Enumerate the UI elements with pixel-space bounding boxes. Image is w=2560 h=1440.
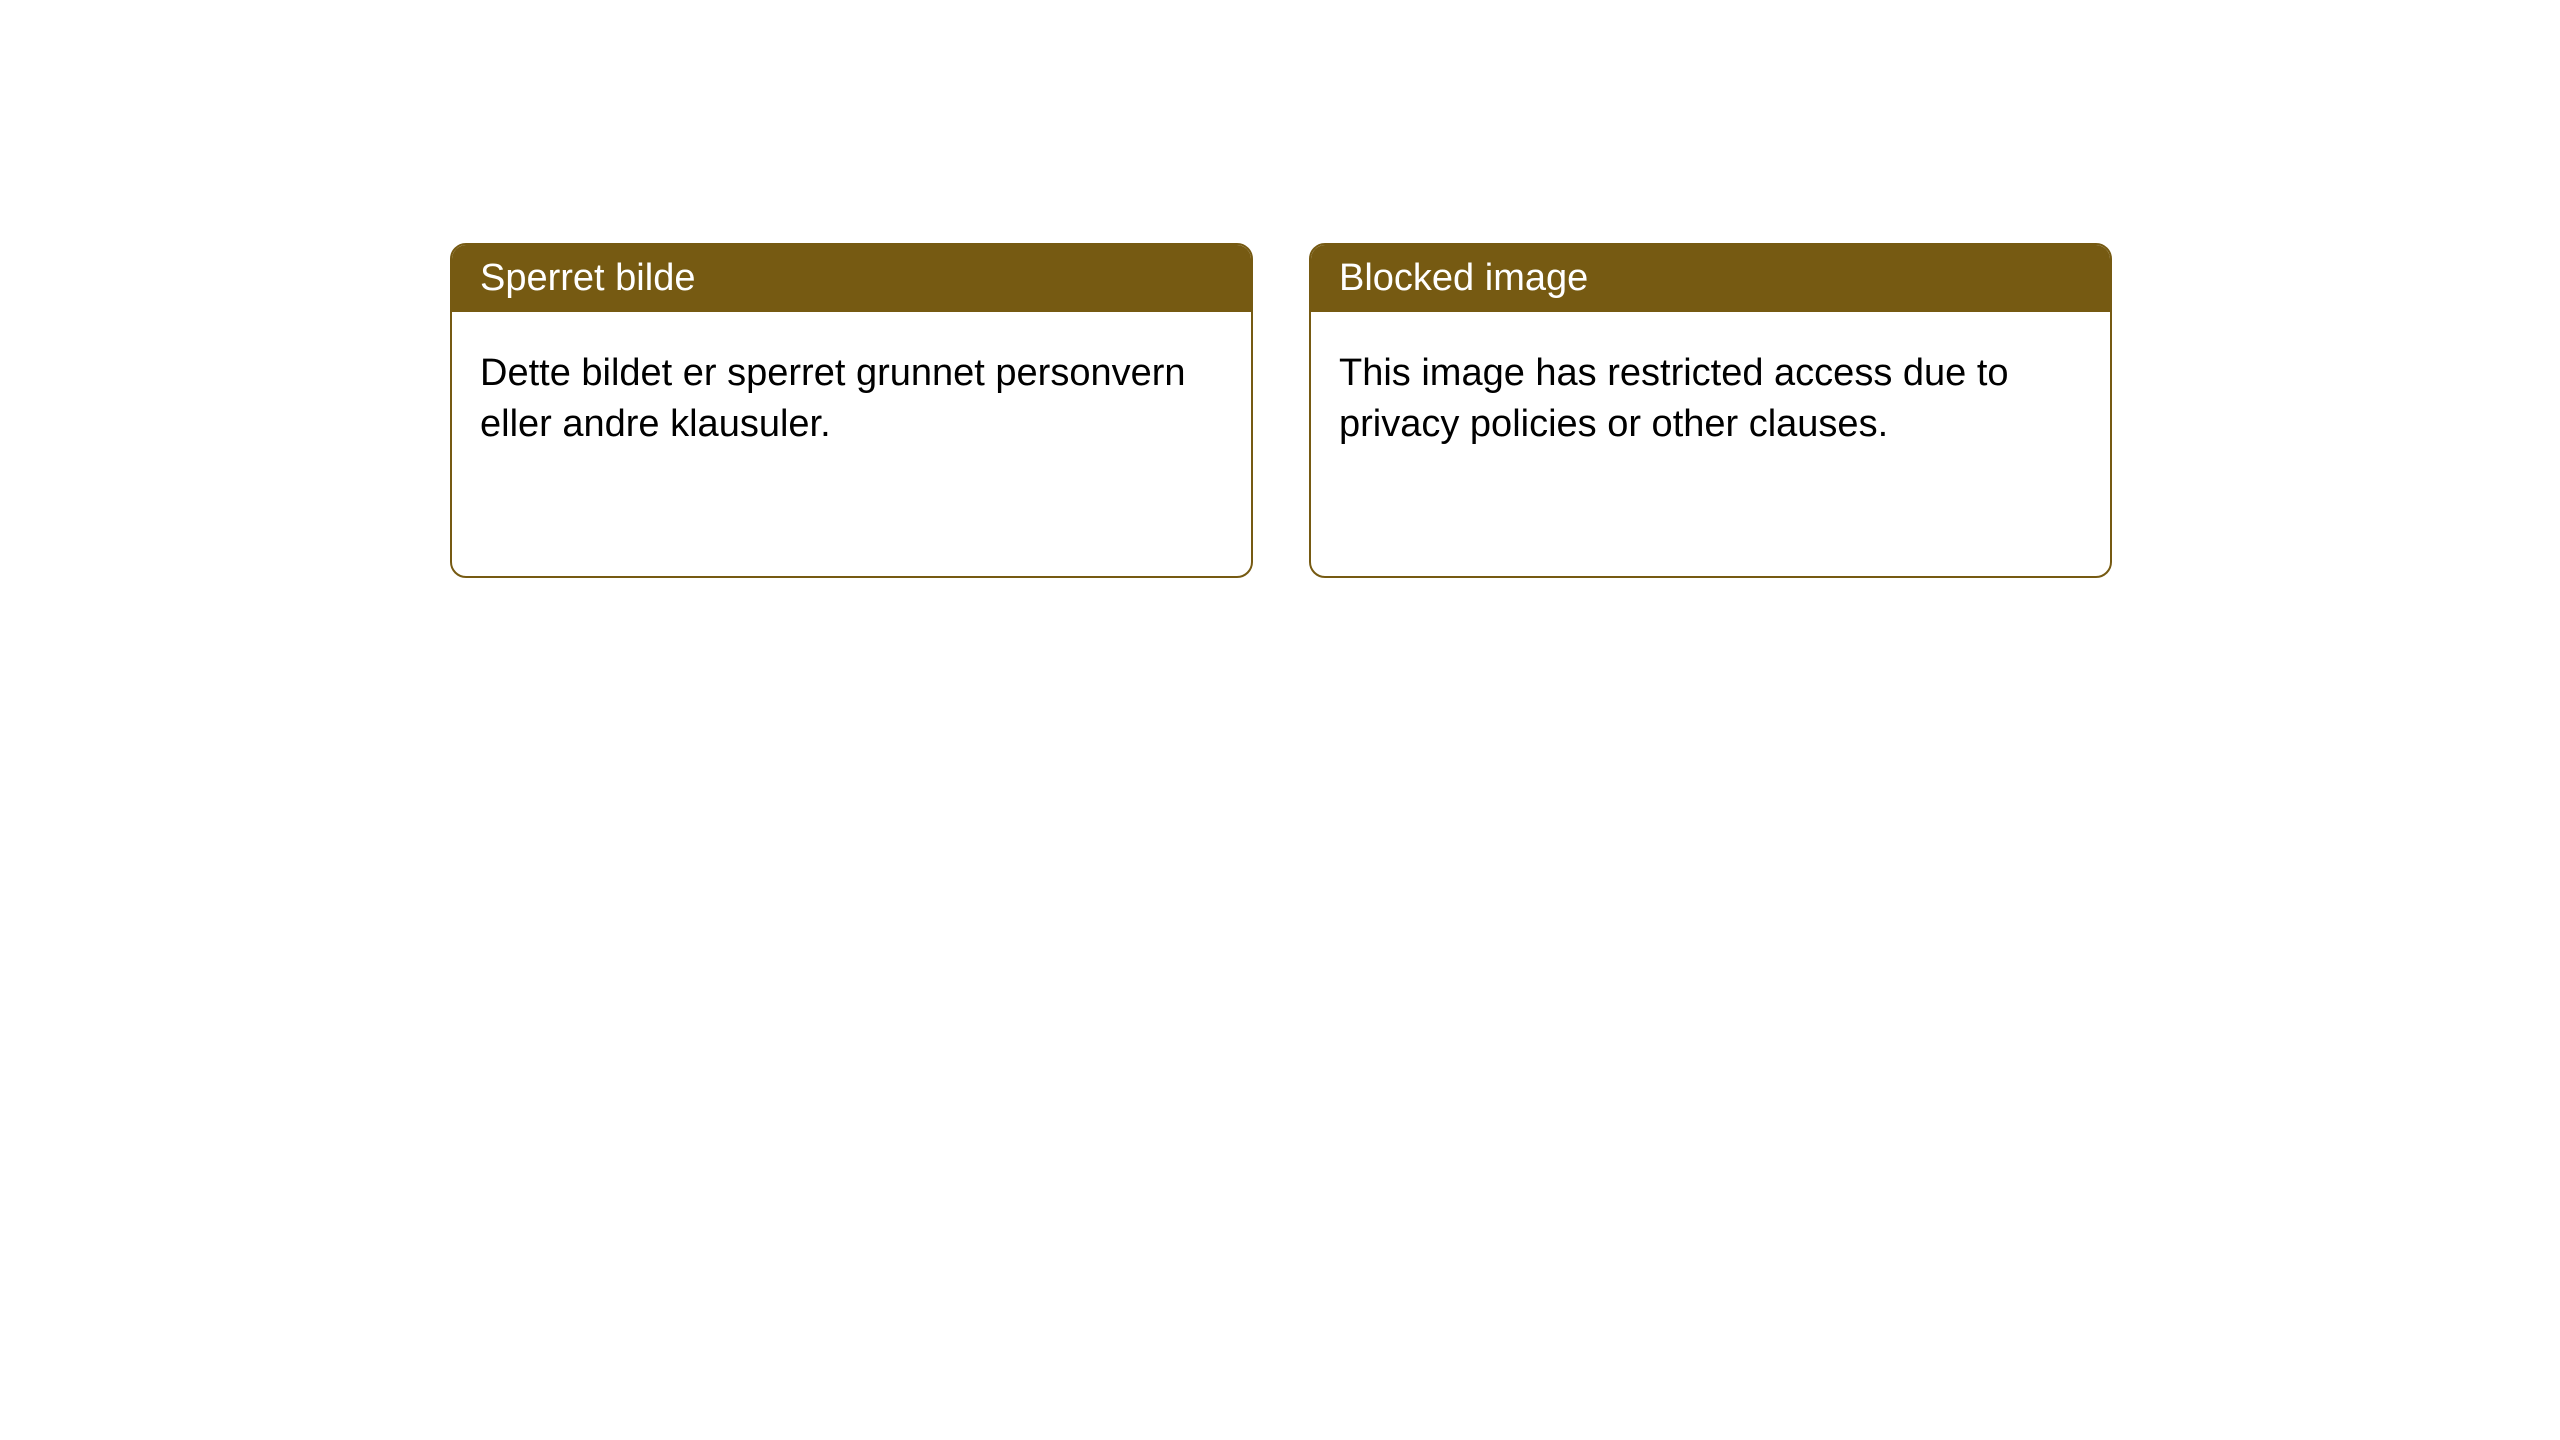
notice-card-title: Sperret bilde: [480, 257, 695, 299]
notice-card-header: Sperret bilde: [452, 245, 1251, 312]
notice-card-body: This image has restricted access due to …: [1311, 312, 2110, 487]
notice-card-header: Blocked image: [1311, 245, 2110, 312]
notice-card-body: Dette bildet er sperret grunnet personve…: [452, 312, 1251, 487]
notice-card-norwegian: Sperret bilde Dette bildet er sperret gr…: [450, 243, 1253, 578]
notice-card-text: This image has restricted access due to …: [1339, 352, 2009, 445]
notice-cards-container: Sperret bilde Dette bildet er sperret gr…: [450, 243, 2112, 578]
notice-card-english: Blocked image This image has restricted …: [1309, 243, 2112, 578]
notice-card-title: Blocked image: [1339, 257, 1588, 299]
notice-card-text: Dette bildet er sperret grunnet personve…: [480, 352, 1186, 445]
